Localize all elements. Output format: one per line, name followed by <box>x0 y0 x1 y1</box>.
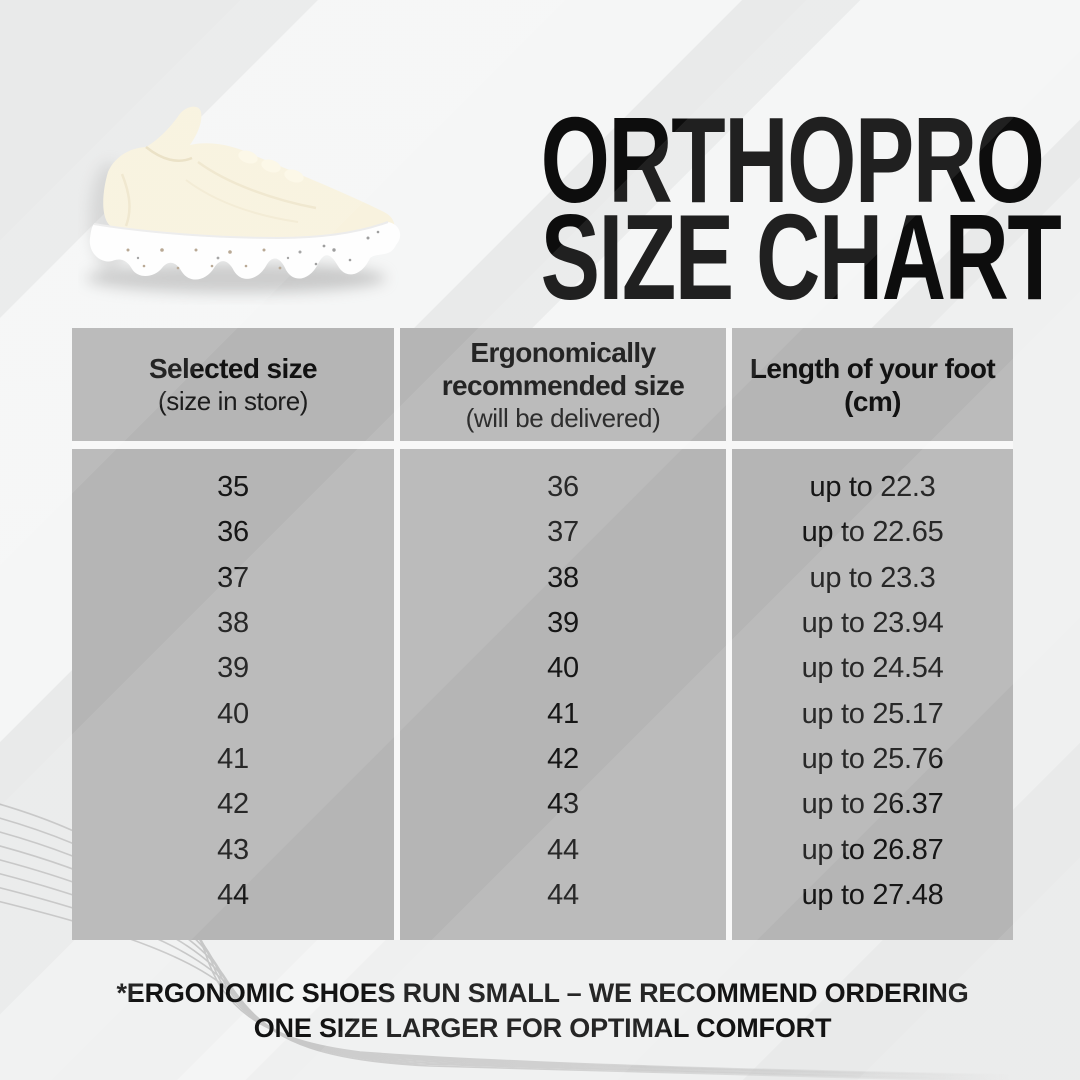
size-value: up to 24.54 <box>801 652 944 685</box>
footnote-line-1: *ERGONOMIC SHOES RUN SMALL – WE RECOMMEN… <box>116 978 969 1008</box>
column-title: Ergonomically recommended size <box>441 336 685 401</box>
sneaker-product-image <box>86 106 401 293</box>
size-value: 39 <box>547 607 579 640</box>
size-value: up to 23.3 <box>809 561 936 594</box>
column-header-recommended-size: Ergonomically recommended size (will be … <box>400 328 726 441</box>
size-value: 44 <box>547 878 579 911</box>
size-value: 41 <box>547 697 579 730</box>
column-header-selected-size: Selected size (size in store) <box>72 328 394 441</box>
foot-length-column: up to 22.3 up to 22.65 up to 23.3 up to 23.… <box>732 449 1013 940</box>
size-value: up to 26.37 <box>801 788 944 821</box>
footnote: *ERGONOMIC SHOES RUN SMALL – WE RECOMMEN… <box>72 976 1013 1046</box>
size-table: Selected size (size in store) Ergonomica… <box>72 328 1013 940</box>
selected-size-column: 35 36 37 38 39 40 41 42 43 44 <box>72 449 394 940</box>
size-value: up to 25.76 <box>801 742 944 775</box>
column-title: Selected size <box>148 353 318 384</box>
size-value: 44 <box>217 878 249 911</box>
column-header-foot-length: Length of your foot (cm) <box>732 328 1013 441</box>
size-value: up to 22.65 <box>801 516 944 549</box>
size-value: 41 <box>217 742 249 775</box>
size-value: up to 26.87 <box>801 833 944 866</box>
size-value: 44 <box>547 833 579 866</box>
size-value: up to 22.3 <box>809 471 936 504</box>
size-value: 42 <box>217 788 249 821</box>
column-subtitle: (size in store) <box>157 386 309 416</box>
size-value: 38 <box>217 607 249 640</box>
size-value: 40 <box>217 697 249 730</box>
size-value: 39 <box>217 652 249 685</box>
size-value: up to 27.48 <box>801 878 944 911</box>
column-subtitle: (will be delivered) <box>465 402 661 433</box>
size-value: 37 <box>547 516 579 549</box>
size-value: 36 <box>217 516 249 549</box>
size-value: 43 <box>217 833 249 866</box>
footnote-line-2: ONE SIZE LARGER FOR OPTIMAL COMFORT <box>253 1013 832 1043</box>
page-title: ORTHOPRO SIZE CHART <box>465 99 1062 325</box>
size-value: 40 <box>547 652 579 685</box>
size-value: 35 <box>217 471 249 504</box>
size-value: 42 <box>547 742 579 775</box>
size-value: 36 <box>547 471 579 504</box>
size-value: 38 <box>547 561 579 594</box>
size-value: up to 25.17 <box>801 697 944 730</box>
title-line-2: SIZE CHART <box>540 189 1062 325</box>
column-title: Length of your foot (cm) <box>749 352 996 417</box>
size-value: 37 <box>217 561 249 594</box>
size-value: up to 23.94 <box>801 607 944 640</box>
recommended-size-column: 36 37 38 39 40 41 42 43 44 44 <box>400 449 726 940</box>
size-value: 43 <box>547 788 579 821</box>
